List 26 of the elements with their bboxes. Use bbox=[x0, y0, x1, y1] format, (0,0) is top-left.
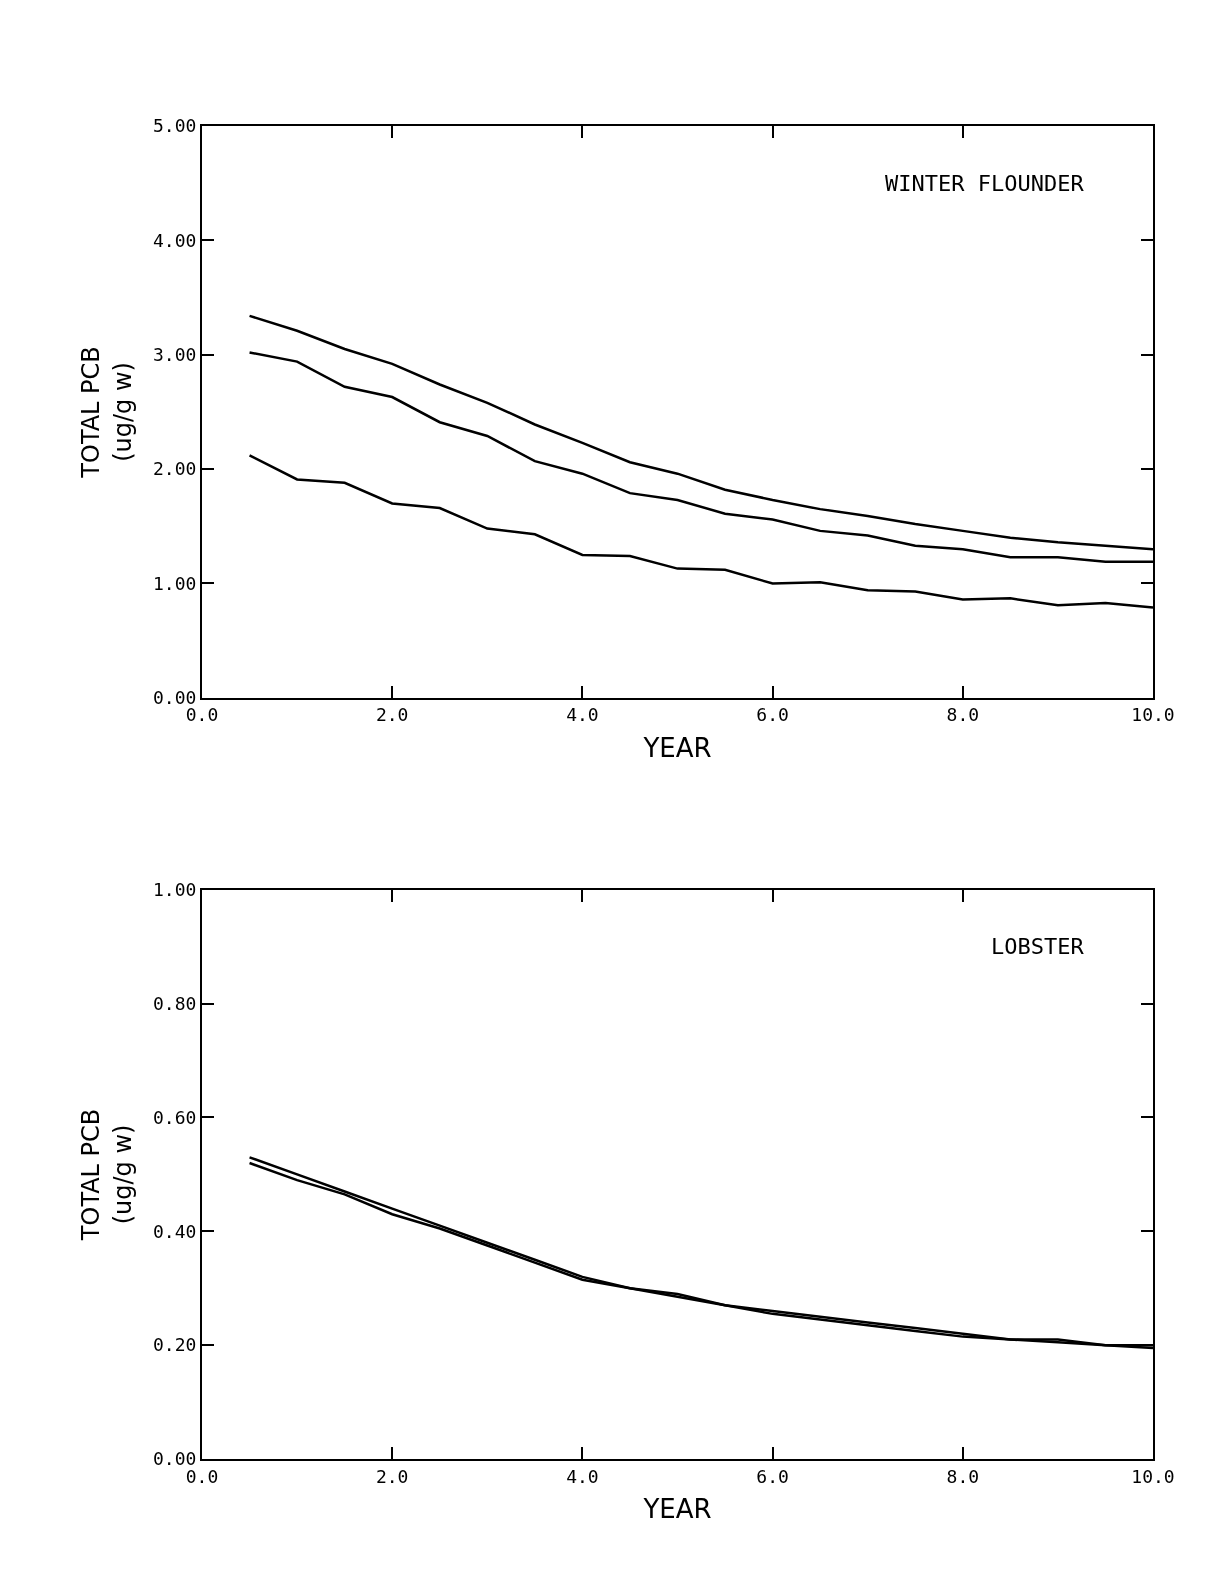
y-tick-label: 0.80 bbox=[153, 992, 197, 1014]
x-tick-label: 6.0 bbox=[756, 1465, 789, 1487]
x-tick-label: 10.0 bbox=[1131, 1465, 1175, 1487]
y-tick-label: 5.00 bbox=[153, 115, 197, 137]
annotation: LOBSTER bbox=[991, 934, 1085, 959]
x-tick-label: 4.0 bbox=[566, 704, 599, 726]
x-tick-label: 2.0 bbox=[375, 1465, 409, 1487]
y-tick-label: 1.00 bbox=[153, 879, 197, 901]
y-tick-label: 0.20 bbox=[153, 1334, 197, 1356]
annotation: WINTER FLOUNDER bbox=[885, 171, 1085, 196]
x-tick-label: 10.0 bbox=[1131, 704, 1175, 726]
x-tick-label: 8.0 bbox=[946, 1465, 980, 1487]
x-tick-label: 8.0 bbox=[946, 704, 980, 726]
y-tick-label: 0.40 bbox=[153, 1220, 197, 1242]
x-tick-label: 2.0 bbox=[375, 704, 409, 726]
x-axis-title: YEAR bbox=[642, 732, 712, 763]
x-axis-title: YEAR bbox=[642, 1493, 712, 1524]
y-tick-label: 2.00 bbox=[153, 458, 197, 480]
y-tick-label: 0.60 bbox=[153, 1106, 197, 1128]
y-tick-label: 3.00 bbox=[153, 344, 197, 366]
x-tick-label: 4.0 bbox=[566, 1465, 599, 1487]
y-tick-label: 4.00 bbox=[153, 229, 197, 251]
y-axis-title: TOTAL PCB (ug/g w) bbox=[77, 346, 137, 479]
y-tick-label: 1.00 bbox=[153, 572, 197, 594]
x-tick-label: 6.0 bbox=[756, 704, 789, 726]
y-axis-title: TOTAL PCB (ug/g w) bbox=[77, 1108, 137, 1242]
